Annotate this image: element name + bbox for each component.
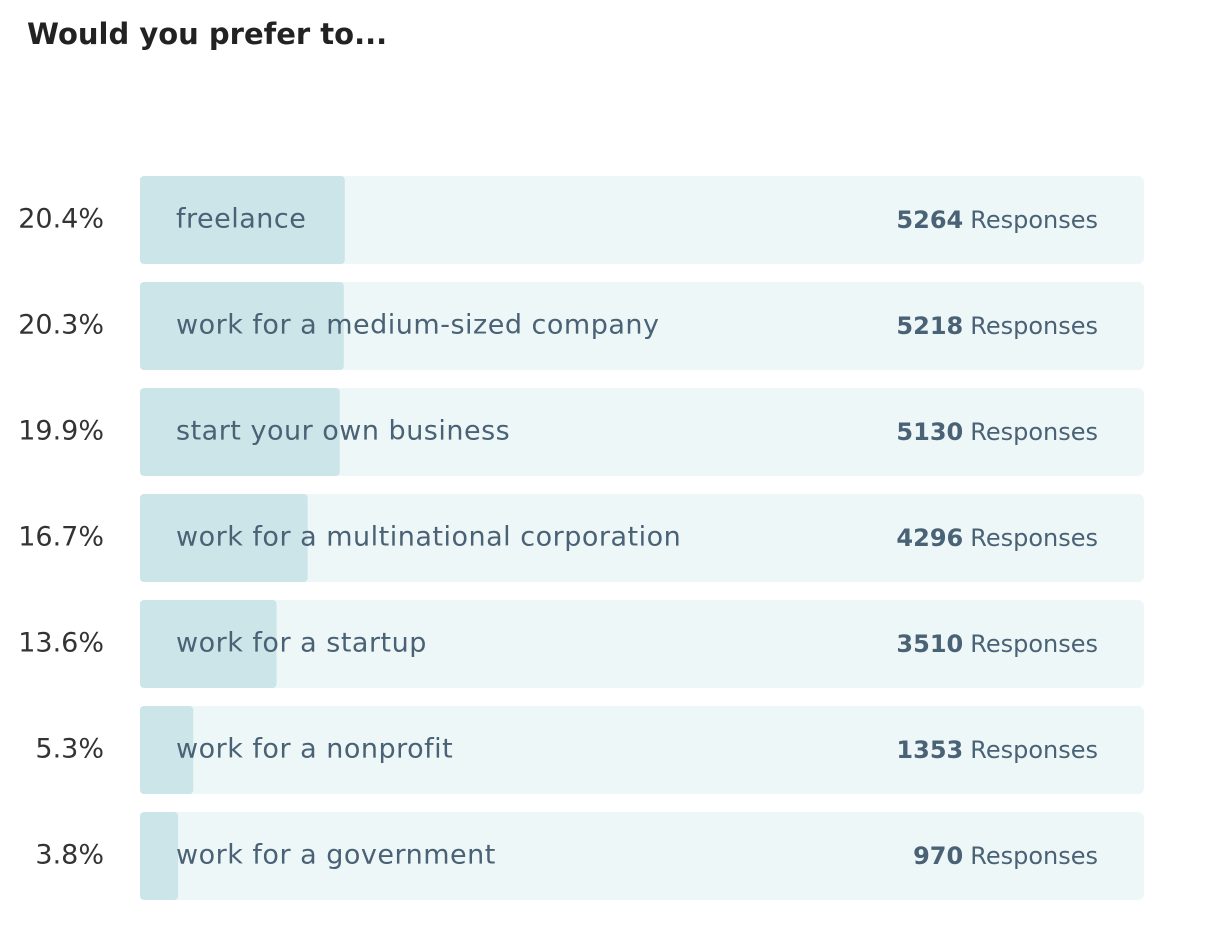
option-label: work for a medium-sized company [176, 310, 659, 341]
bar-track [140, 282, 1144, 370]
response-count: 3510 Responses [896, 630, 1098, 658]
response-count: 5264 Responses [896, 206, 1098, 234]
bar [140, 812, 179, 900]
response-number: 3510 [896, 630, 963, 658]
response-word: Responses [970, 630, 1098, 658]
response-word: Responses [970, 418, 1098, 446]
bar [140, 388, 340, 476]
response-count: 4296 Responses [896, 524, 1098, 552]
percent-label: 13.6% [18, 628, 104, 659]
response-word: Responses [970, 524, 1098, 552]
bar [140, 706, 194, 794]
option-label: start your own business [176, 416, 510, 447]
percent-label: 20.4% [18, 204, 104, 235]
option-label: freelance [176, 204, 306, 235]
response-count: 5130 Responses [896, 418, 1098, 446]
bar-track [140, 388, 1144, 476]
response-number: 5218 [896, 312, 963, 340]
option-label: work for a nonprofit [176, 734, 453, 765]
option-label: work for a government [176, 840, 496, 871]
response-number: 4296 [896, 524, 963, 552]
response-number: 970 [913, 842, 963, 870]
option-label: work for a startup [176, 628, 427, 659]
response-word: Responses [970, 842, 1098, 870]
bar-track [140, 706, 1144, 794]
percent-label: 5.3% [35, 734, 104, 765]
response-word: Responses [970, 736, 1098, 764]
response-word: Responses [970, 312, 1098, 340]
percent-label: 19.9% [18, 416, 104, 447]
response-number: 5264 [896, 206, 963, 234]
response-word: Responses [970, 206, 1098, 234]
option-label: work for a multinational corporation [176, 522, 681, 553]
chart-title: Would you prefer to... [27, 17, 387, 51]
response-number: 5130 [896, 418, 963, 446]
response-count: 970 Responses [913, 842, 1098, 870]
bar-track [140, 600, 1144, 688]
bar [140, 282, 344, 370]
bar-track [140, 176, 1144, 264]
bar-track [140, 494, 1144, 582]
response-count: 1353 Responses [896, 736, 1098, 764]
percent-label: 20.3% [18, 310, 104, 341]
response-number: 1353 [896, 736, 963, 764]
bar [140, 494, 308, 582]
percent-label: 16.7% [18, 522, 104, 553]
bar [140, 600, 277, 688]
response-count: 5218 Responses [896, 312, 1098, 340]
bar-track [140, 812, 1144, 900]
bar [140, 176, 345, 264]
percent-label: 3.8% [35, 840, 104, 871]
